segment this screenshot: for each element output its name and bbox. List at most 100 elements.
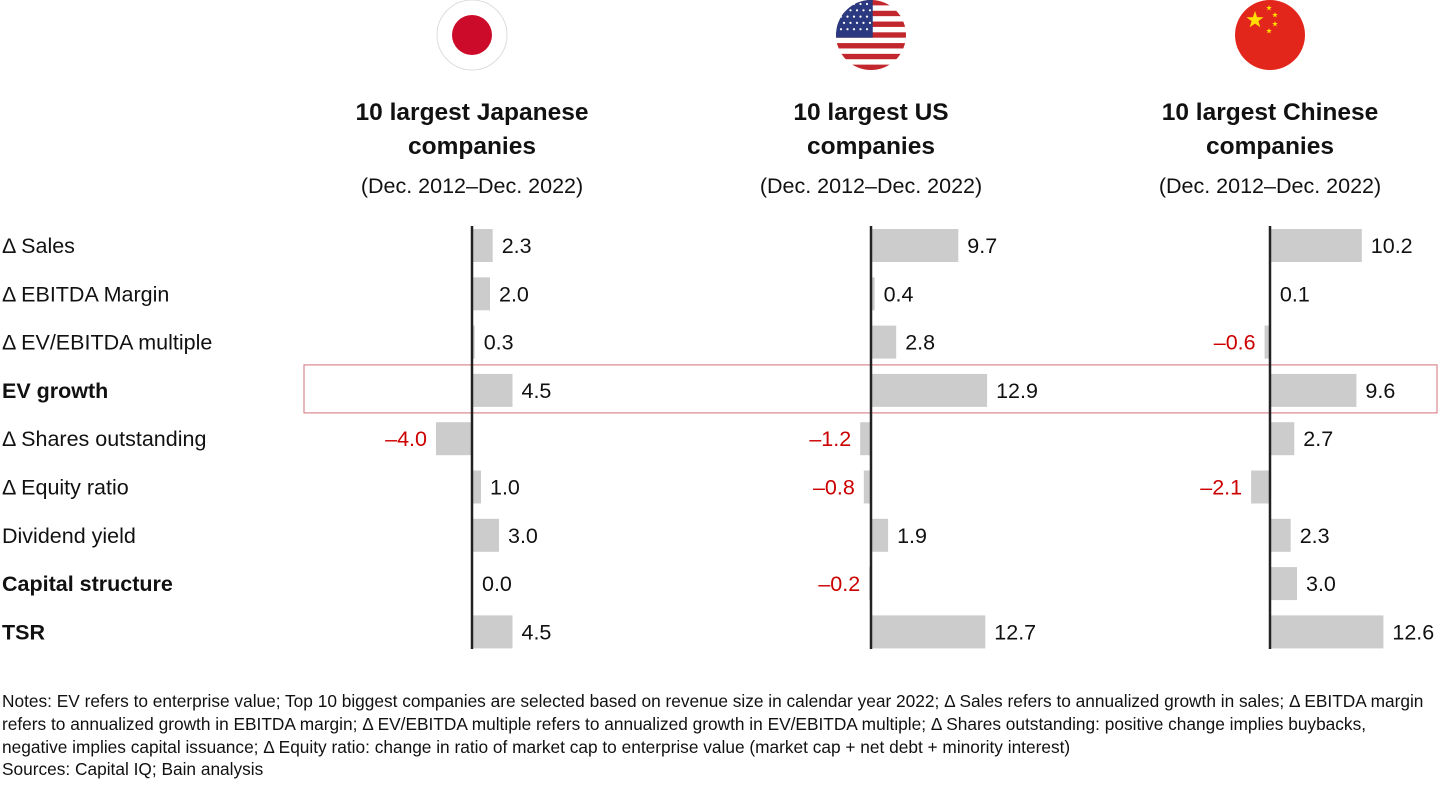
china-panel-title-line2: companies — [1206, 133, 1334, 160]
us-flag-star — [852, 2, 856, 6]
row-label-delta-equity-ratio: Δ Equity ratio — [2, 476, 129, 500]
us-flag-stripe — [836, 43, 906, 49]
china-flag — [1235, 0, 1305, 70]
japan-value-label-tsr: 4.5 — [522, 620, 552, 644]
us-value-label-capital-structure: –0.2 — [818, 572, 860, 596]
us-value-label-delta-sales: 9.7 — [967, 234, 997, 258]
us-flag-star — [859, 28, 862, 31]
us-panel-period: (Dec. 2012–Dec. 2022) — [760, 174, 982, 198]
japan-panel-title-line2: companies — [408, 133, 536, 160]
us-flag-star — [868, 9, 872, 12]
us-flag-star — [855, 21, 859, 24]
japan-value-label-ev-growth: 4.5 — [522, 379, 552, 403]
china-flag-small-star — [1266, 5, 1272, 11]
china-bar-delta-equity-ratio — [1251, 470, 1270, 504]
china-value-label-delta-equity-ratio: –2.1 — [1200, 476, 1242, 500]
us-panel-title-line2: companies — [807, 133, 935, 160]
us-flag-star — [846, 15, 849, 18]
china-value-label-ev-growth: 9.6 — [1365, 379, 1395, 403]
us-bar-dividend-yield — [871, 518, 889, 552]
row-label-delta-ebitda-margin: Δ EBITDA Margin — [2, 282, 169, 306]
china-value-label-capital-structure: 3.0 — [1306, 572, 1336, 596]
japan-value-label-delta-equity-ratio: 1.0 — [490, 476, 520, 500]
us-flag-star — [842, 21, 846, 24]
us-flag-star — [868, 21, 872, 24]
japan-bar-tsr — [472, 615, 513, 649]
us-bar-ev-growth — [871, 373, 988, 407]
japan-bar-delta-ev-ebitda-multiple — [472, 325, 475, 359]
us-flag-star — [862, 9, 865, 12]
us-value-label-ev-growth: 12.9 — [996, 379, 1038, 403]
us-bar-delta-sales — [871, 229, 959, 262]
us-flag-star — [859, 15, 862, 18]
japan-value-label-dividend-yield: 3.0 — [508, 524, 538, 548]
china-flag-small-star — [1272, 21, 1278, 27]
us-flag-star — [846, 2, 849, 6]
notes-text: Notes: EV refers to enterprise value; To… — [2, 691, 1424, 757]
us-value-label-delta-ebitda-margin: 0.4 — [884, 282, 914, 306]
us-flag-star — [839, 28, 843, 31]
us-flag-star — [852, 28, 856, 31]
japan-value-label-delta-ev-ebitda-multiple: 0.3 — [484, 331, 514, 355]
japan-panel-period: (Dec. 2012–Dec. 2022) — [361, 174, 583, 198]
china-flag-small-star — [1266, 28, 1272, 34]
china-value-label-delta-ev-ebitda-multiple: –0.6 — [1214, 331, 1256, 355]
us-panel-title-line1: 10 largest US — [793, 99, 948, 126]
china-value-label-dividend-yield: 2.3 — [1300, 524, 1330, 548]
china-panel-period: (Dec. 2012–Dec. 2022) — [1159, 174, 1381, 198]
row-label-ev-growth: EV growth — [2, 379, 108, 403]
japan-panel-title-line1: 10 largest Japanese — [356, 99, 589, 126]
china-flag-small-star — [1272, 12, 1278, 18]
us-flag-stripe — [836, 64, 906, 70]
us-flag-star — [865, 15, 869, 18]
us-flag-star — [849, 21, 852, 24]
us-bar-delta-ebitda-margin — [871, 277, 875, 311]
sources-text: Sources: Capital IQ; Bain analysis — [2, 759, 264, 780]
japan-bar-delta-sales — [472, 229, 493, 262]
tsr-decomposition-chart: Δ Sales Δ EBITDA Margin Δ EV/EBITDA multip… — [2, 0, 1438, 649]
us-value-label-delta-shares-outstanding: –1.2 — [809, 427, 851, 451]
us-flag-star — [842, 9, 846, 12]
china-bar-delta-ev-ebitda-multiple — [1264, 325, 1270, 359]
china-bar-ev-growth — [1270, 373, 1357, 407]
china-value-label-delta-shares-outstanding: 2.7 — [1303, 427, 1333, 451]
japan-flag-sun — [452, 15, 492, 55]
china-value-label-tsr: 12.6 — [1392, 620, 1434, 644]
china-bar-delta-sales — [1270, 229, 1362, 262]
us-bar-tsr — [871, 615, 986, 649]
us-flag-star — [852, 15, 856, 18]
us-flag-star — [862, 21, 865, 24]
japan-value-label-delta-sales: 2.3 — [502, 234, 532, 258]
china-value-label-delta-sales: 10.2 — [1371, 234, 1413, 258]
us-flag-stripe — [836, 53, 906, 60]
japan-bar-dividend-yield — [472, 518, 499, 552]
japan-bar-ev-growth — [472, 373, 513, 407]
japan-value-label-delta-ebitda-margin: 2.0 — [499, 282, 529, 306]
us-flag-canton — [836, 0, 873, 38]
japan-value-label-capital-structure: 0.0 — [482, 572, 512, 596]
china-value-label-delta-ebitda-margin: 0.1 — [1280, 282, 1310, 306]
footnotes: Notes: EV refers to enterprise value; To… — [2, 690, 1434, 781]
japan-bar-delta-equity-ratio — [472, 470, 481, 504]
us-flag-star — [846, 28, 849, 31]
us-bar-delta-ev-ebitda-multiple — [871, 325, 897, 359]
us-value-label-tsr: 12.7 — [994, 620, 1036, 644]
japan-bar-delta-ebitda-margin — [472, 277, 490, 311]
row-label-dividend-yield: Dividend yield — [2, 524, 136, 548]
us-flag-star — [865, 2, 869, 6]
us-flag-star — [859, 2, 862, 6]
us-flag-star — [855, 9, 859, 12]
japan-bar-delta-shares-outstanding — [436, 422, 472, 456]
us-value-label-delta-equity-ratio: –0.8 — [813, 476, 855, 500]
us-flag-star — [839, 15, 843, 18]
china-flag-large-star — [1246, 11, 1264, 28]
us-flag-star — [865, 28, 869, 31]
us-bar-delta-equity-ratio — [863, 470, 871, 504]
china-bar-dividend-yield — [1270, 518, 1291, 552]
us-flag-star — [839, 2, 843, 6]
japan-value-label-delta-shares-outstanding: –4.0 — [385, 427, 427, 451]
row-label-capital-structure: Capital structure — [2, 572, 173, 596]
row-label-delta-sales: Δ Sales — [2, 234, 75, 258]
china-bar-delta-shares-outstanding — [1270, 422, 1295, 456]
china-bar-capital-structure — [1270, 567, 1297, 601]
